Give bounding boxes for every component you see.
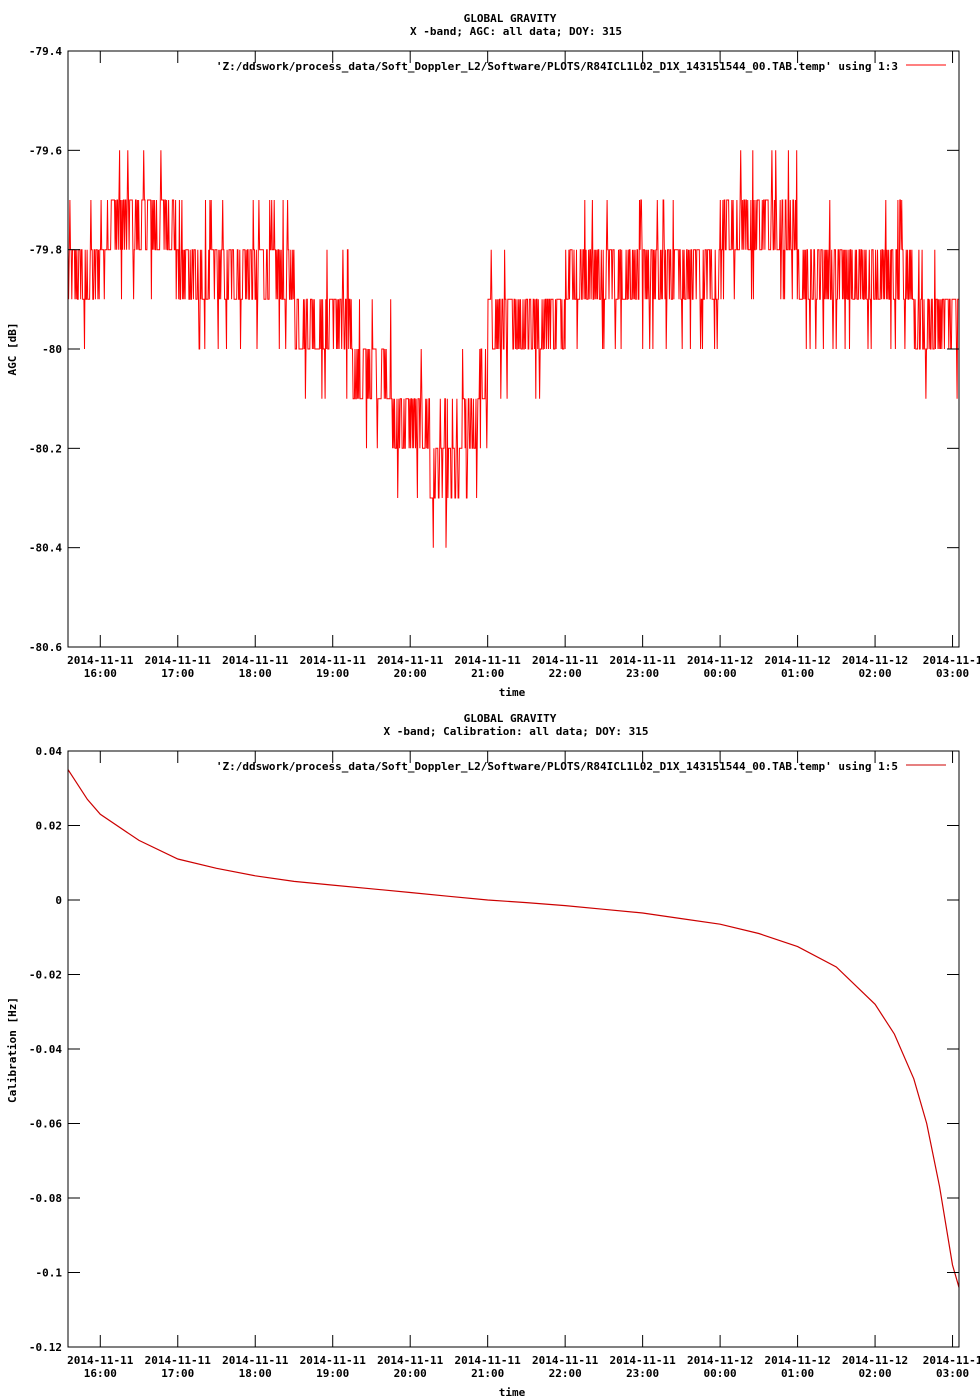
x-tick-time-label: 02:00: [859, 1367, 892, 1380]
x-tick-date-label: 2014-11-12: [764, 1354, 830, 1367]
x-tick-time-label: 23:00: [626, 1367, 659, 1380]
plot-area: [67, 750, 960, 1348]
y-tick-label: -80.6: [29, 641, 62, 654]
x-tick-date-label: 2014-11-12: [842, 1354, 908, 1367]
x-tick-date-label: 2014-11-11: [532, 654, 599, 667]
chart-title: GLOBAL GRAVITY: [464, 712, 557, 725]
x-tick-time-label: 19:00: [316, 667, 349, 680]
legend: 'Z:/ddswork/process_data/Soft_Doppler_L2…: [216, 60, 946, 73]
x-tick-time-label: 22:00: [549, 667, 582, 680]
x-tick-time-label: 00:00: [704, 1367, 737, 1380]
x-tick-time-label: 17:00: [161, 1367, 194, 1380]
x-tick-time-label: 21:00: [471, 1367, 504, 1380]
x-tick-date-label: 2014-11-11: [300, 1354, 367, 1367]
y-tick-label: 0.02: [36, 820, 63, 833]
x-tick-time-label: 23:00: [626, 667, 659, 680]
x-tick-date-label: 2014-11-1: [923, 654, 980, 667]
y-tick-label: -79.8: [29, 244, 62, 257]
x-axis-label: time: [499, 1386, 526, 1399]
x-tick-date-label: 2014-11-12: [842, 654, 908, 667]
x-tick-date-label: 2014-11-11: [455, 654, 522, 667]
chart-subtitle: X -band; AGC: all data; DOY: 315: [410, 25, 622, 38]
x-tick-date-label: 2014-11-12: [687, 654, 753, 667]
x-tick-date-label: 2014-11-11: [377, 1354, 444, 1367]
agc-chart: GLOBAL GRAVITY X -band; AGC: all data; D…: [6, 12, 980, 699]
y-tick-label: -0.02: [29, 969, 62, 982]
x-tick-time-label: 01:00: [781, 667, 814, 680]
x-tick-time-label: 18:00: [239, 667, 272, 680]
x-tick-date-label: 2014-11-1: [923, 1354, 980, 1367]
calibration-chart: GLOBAL GRAVITY X -band; Calibration: all…: [6, 712, 980, 1399]
x-tick-time-label: 00:00: [704, 667, 737, 680]
chart-subtitle: X -band; Calibration: all data; DOY: 315: [384, 725, 649, 738]
x-tick-date-label: 2014-11-12: [687, 1354, 753, 1367]
y-tick-label: -79.6: [29, 144, 62, 157]
x-tick-time-label: 17:00: [161, 667, 194, 680]
calibration-series-line: [67, 769, 960, 1288]
x-tick-date-label: 2014-11-11: [610, 1354, 677, 1367]
x-tick-time-label: 20:00: [394, 667, 427, 680]
x-tick-date-label: 2014-11-11: [455, 1354, 522, 1367]
x-tick-date-label: 2014-11-11: [145, 1354, 212, 1367]
x-tick-date-label: 2014-11-12: [764, 654, 830, 667]
y-tick-label: -80.4: [29, 542, 62, 555]
x-tick-time-label: 03:00: [936, 667, 969, 680]
legend-label: 'Z:/ddswork/process_data/Soft_Doppler_L2…: [216, 60, 898, 73]
agc-series-line: [67, 150, 959, 548]
x-tick-time-label: 20:00: [394, 1367, 427, 1380]
legend: 'Z:/ddswork/process_data/Soft_Doppler_L2…: [216, 760, 946, 773]
x-tick-time-label: 03:00: [936, 1367, 969, 1380]
x-tick-date-label: 2014-11-11: [532, 1354, 599, 1367]
y-tick-label: -79.4: [29, 45, 62, 58]
x-tick-time-label: 21:00: [471, 667, 504, 680]
x-tick-time-label: 16:00: [84, 1367, 117, 1380]
x-tick-date-label: 2014-11-11: [610, 654, 677, 667]
y-tick-label: -80: [42, 343, 62, 356]
y-axis-label: AGC [dB]: [6, 323, 19, 376]
x-tick-time-label: 22:00: [549, 1367, 582, 1380]
x-tick-time-label: 01:00: [781, 1367, 814, 1380]
x-tick-date-label: 2014-11-11: [222, 654, 289, 667]
y-tick-label: -80.2: [29, 442, 62, 455]
chart-title: GLOBAL GRAVITY: [464, 12, 557, 25]
x-tick-date-label: 2014-11-11: [145, 654, 212, 667]
y-tick-label: -0.08: [29, 1192, 62, 1205]
x-tick-time-label: 02:00: [859, 667, 892, 680]
x-tick-date-label: 2014-11-11: [377, 654, 444, 667]
legend-label: 'Z:/ddswork/process_data/Soft_Doppler_L2…: [216, 760, 898, 773]
x-tick-date-label: 2014-11-11: [67, 654, 134, 667]
y-tick-label: -0.06: [29, 1118, 62, 1131]
x-tick-time-label: 19:00: [316, 1367, 349, 1380]
x-tick-date-label: 2014-11-11: [300, 654, 367, 667]
y-tick-label: -0.12: [29, 1341, 62, 1354]
x-tick-date-label: 2014-11-11: [67, 1354, 134, 1367]
x-tick-date-label: 2014-11-11: [222, 1354, 289, 1367]
y-tick-label: 0: [55, 894, 62, 907]
x-tick-time-label: 16:00: [84, 667, 117, 680]
x-tick-time-label: 18:00: [239, 1367, 272, 1380]
y-axis-label: Calibration [Hz]: [6, 997, 19, 1103]
y-tick-label: -0.04: [29, 1043, 62, 1056]
y-tick-label: 0.04: [36, 745, 63, 758]
y-tick-label: -0.1: [36, 1267, 63, 1280]
x-axis-label: time: [499, 686, 526, 699]
